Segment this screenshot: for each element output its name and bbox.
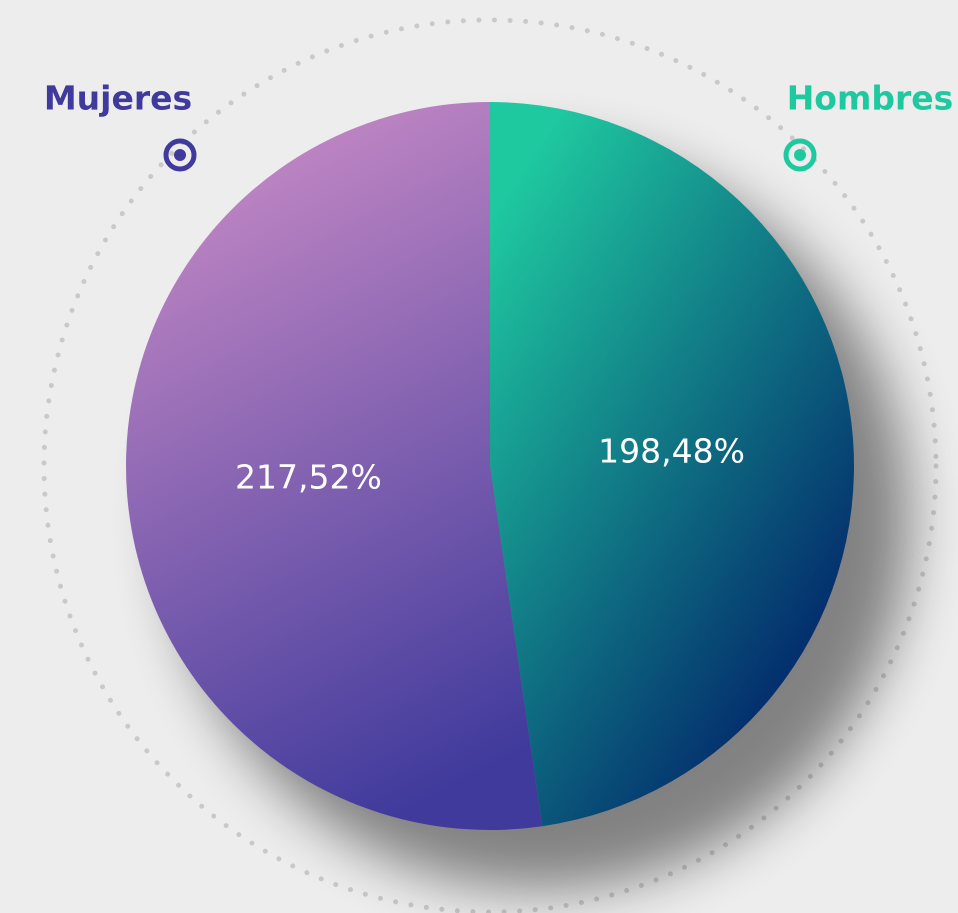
legend-label: Mujeres xyxy=(44,79,192,118)
legend-icon-ring xyxy=(163,138,197,172)
value-label: 198,48% xyxy=(598,431,745,470)
legend-label: Hombres xyxy=(787,79,954,118)
pie-slice xyxy=(126,102,543,830)
value-label: 217,52% xyxy=(235,458,382,497)
legend-icon-dot xyxy=(794,149,806,161)
pie-slice xyxy=(490,102,855,827)
legend-icon-ring xyxy=(783,138,817,172)
dotted-ring xyxy=(41,17,939,913)
legend-icon-dot xyxy=(174,149,186,161)
